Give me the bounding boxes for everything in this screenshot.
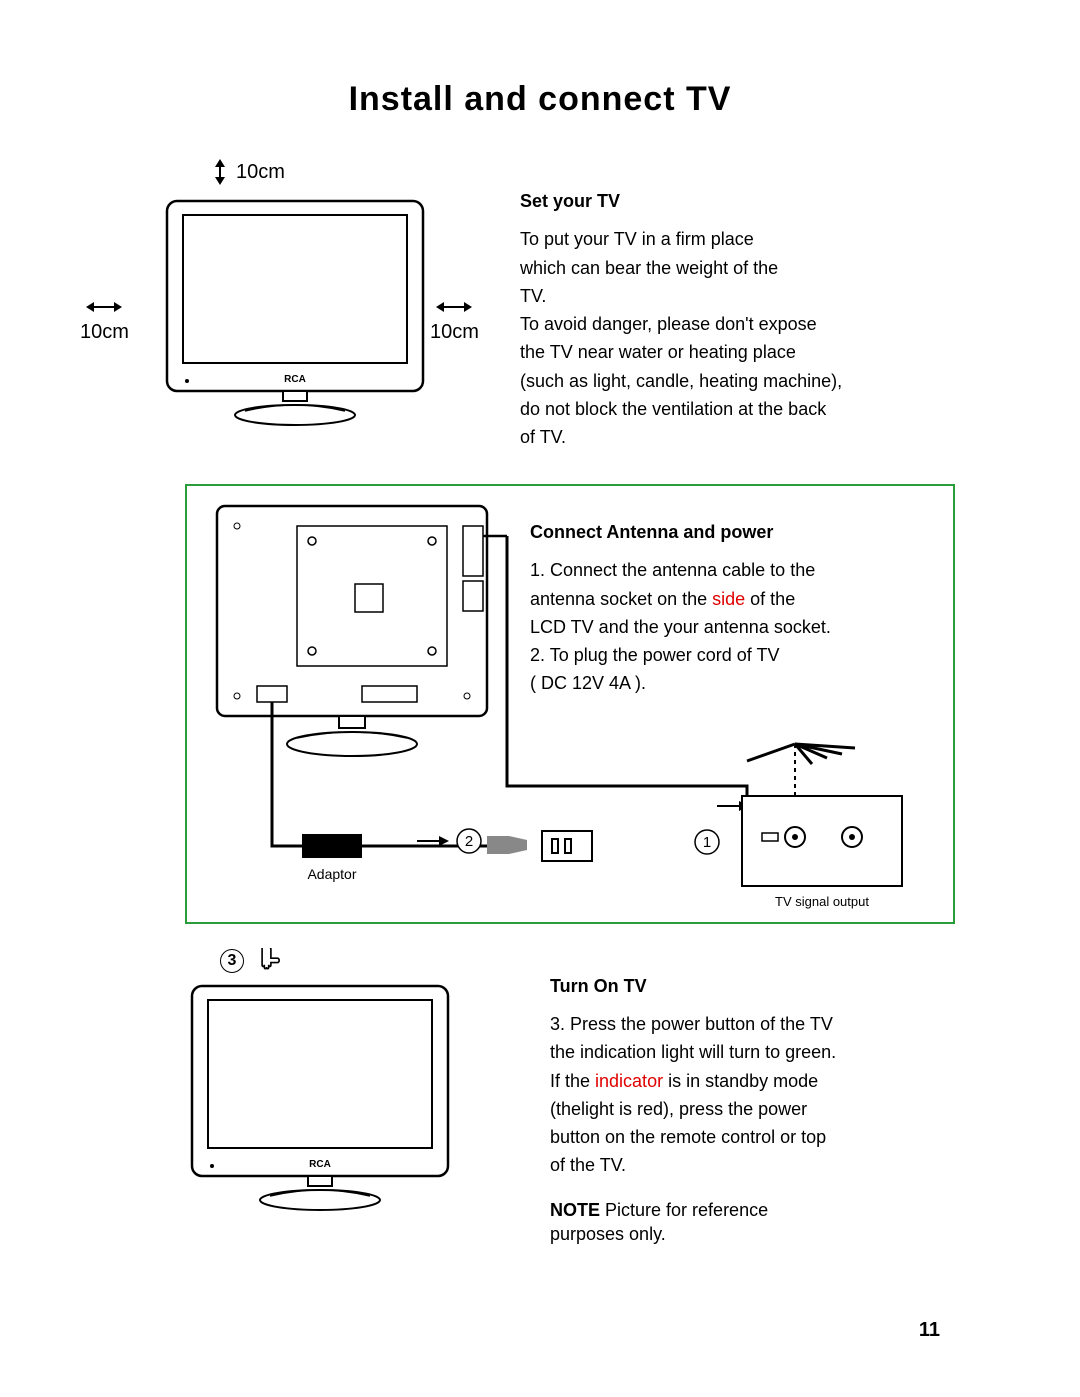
- svg-text:1: 1: [703, 834, 711, 851]
- connect-text-block: Connect Antenna and power 1. Connect the…: [530, 520, 960, 700]
- tv-front-icon: RCA: [190, 984, 450, 1214]
- note-text: purposes only.: [550, 1222, 836, 1246]
- set-tv-text: To avoid danger, please don't expose: [520, 312, 842, 336]
- set-tv-text: To put your TV in a firm place: [520, 227, 842, 251]
- page-number: 11: [919, 1319, 940, 1342]
- step-number-circle: 3: [220, 949, 244, 973]
- turn-on-text: 3. Press the power button of the TV: [550, 1012, 836, 1036]
- set-tv-text: TV.: [520, 284, 842, 308]
- arrow-vertical-icon: [210, 159, 230, 185]
- set-tv-text: of TV.: [520, 425, 842, 449]
- connect-text: antenna socket on the side of the: [530, 587, 960, 611]
- top-clearance-label: 10cm: [236, 161, 285, 184]
- pointing-hand-icon: [254, 948, 288, 974]
- connect-text: 2. To plug the power cord of TV: [530, 643, 960, 667]
- turn-on-text: of the TV.: [550, 1153, 836, 1177]
- set-tv-text: the TV near water or heating place: [520, 340, 842, 364]
- page-title: Install and connect TV: [100, 80, 980, 119]
- svg-text:Adaptor: Adaptor: [307, 866, 356, 882]
- svg-text:TV signal output: TV signal output: [775, 894, 869, 909]
- svg-text:RCA: RCA: [309, 1159, 331, 1170]
- svg-text:2: 2: [465, 833, 473, 850]
- set-tv-text: do not block the ventilation at the back: [520, 397, 842, 421]
- svg-text:RCA: RCA: [284, 374, 306, 385]
- turn-on-text: the indication light will turn to green.: [550, 1040, 836, 1064]
- set-tv-text: which can bear the weight of the: [520, 256, 842, 280]
- turn-on-text: If the indicator is in standby mode: [550, 1069, 836, 1093]
- right-clearance-label: 10cm: [430, 321, 479, 344]
- turn-on-text: button on the remote control or top: [550, 1125, 836, 1149]
- arrow-horizontal-icon: [86, 299, 122, 315]
- section-turn-on: 3 RCA Turn On TV 3. Press the power butt…: [160, 954, 980, 1251]
- set-tv-heading: Set your TV: [520, 189, 842, 213]
- arrow-horizontal-icon: [436, 299, 472, 315]
- connect-heading: Connect Antenna and power: [530, 520, 960, 544]
- tv-front-icon: RCA: [165, 199, 425, 429]
- connect-text: ( DC 12V 4A ).: [530, 671, 960, 695]
- set-tv-text: (such as light, candle, heating machine)…: [520, 369, 842, 393]
- turn-on-heading: Turn On TV: [550, 974, 836, 998]
- connect-text: LCD TV and the your antenna socket.: [530, 615, 960, 639]
- turn-on-text: (thelight is red), press the power: [550, 1097, 836, 1121]
- connect-text: 1. Connect the antenna cable to the: [530, 558, 960, 582]
- clearance-diagram: 10cm 10cm: [100, 159, 480, 449]
- note-text: NOTE Picture for reference: [550, 1198, 836, 1222]
- left-clearance-label: 10cm: [80, 321, 129, 344]
- section-set-tv: 10cm 10cm: [100, 159, 980, 454]
